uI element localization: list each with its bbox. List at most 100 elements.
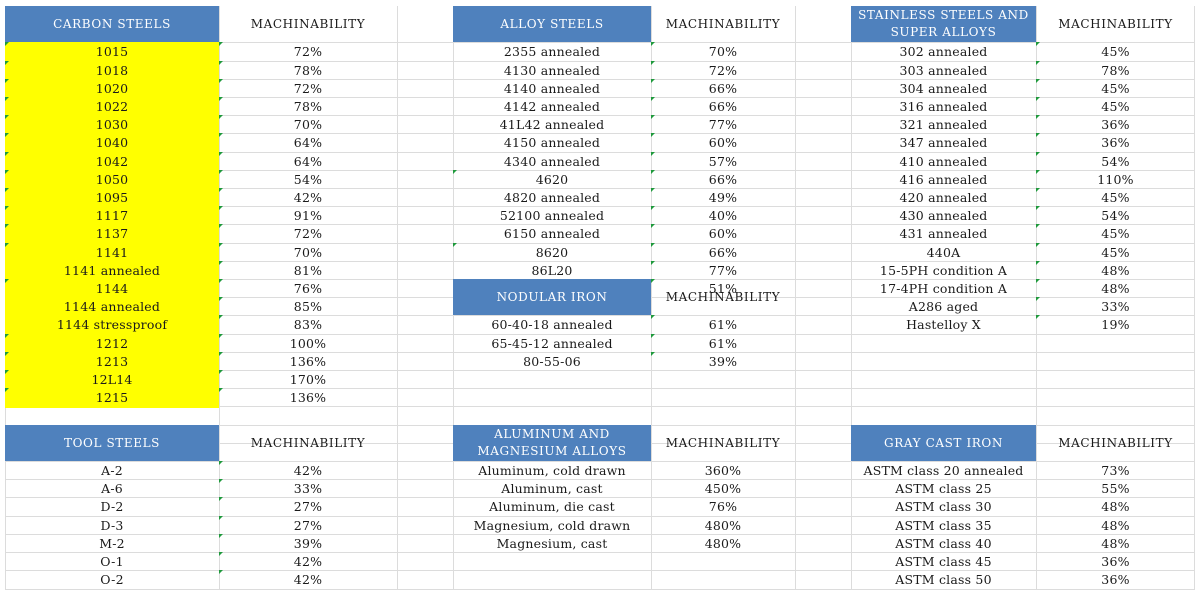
material-name-cell[interactable]: 1144 stressproof bbox=[5, 315, 219, 334]
material-name-cell[interactable]: 8620 bbox=[453, 243, 651, 261]
material-name-cell[interactable]: 6150 annealed bbox=[503, 226, 601, 241]
table-title[interactable]: TOOL STEELS bbox=[5, 425, 219, 461]
material-name-cell[interactable]: 302 annealed bbox=[899, 44, 988, 59]
material-name-cell[interactable]: 1137 bbox=[5, 224, 219, 243]
spreadsheet-grid[interactable]: CARBON STEELS MACHINABILITY 1015 72% 1018 78%… bbox=[5, 6, 1195, 590]
material-name-cell[interactable]: 304 annealed bbox=[899, 80, 988, 96]
material-name-cell[interactable]: 1022 bbox=[5, 97, 219, 115]
material-name-cell[interactable]: 80-55-06 bbox=[523, 353, 581, 369]
material-name-cell[interactable]: 4140 annealed bbox=[503, 80, 601, 96]
machinability-header[interactable]: MACHINABILITY bbox=[665, 17, 781, 31]
machinability-value-cell[interactable]: 36% bbox=[1101, 571, 1130, 587]
machinability-value-cell[interactable]: 48% bbox=[1101, 535, 1130, 551]
machinability-value-cell[interactable]: 78% bbox=[219, 97, 397, 115]
machinability-value-cell[interactable]: 36% bbox=[1101, 553, 1130, 569]
machinability-value-cell[interactable]: 45% bbox=[1036, 42, 1195, 61]
material-name-cell[interactable]: 1117 bbox=[5, 206, 219, 224]
machinability-value-cell[interactable]: 42% bbox=[219, 570, 397, 588]
machinability-value-cell[interactable]: 66% bbox=[651, 97, 795, 115]
machinability-value-cell[interactable]: 36% bbox=[1036, 133, 1195, 152]
machinability-value-cell[interactable]: 48% bbox=[1101, 517, 1130, 533]
machinability-value-cell[interactable]: 54% bbox=[219, 170, 397, 188]
machinability-value-cell[interactable]: 39% bbox=[651, 352, 795, 370]
material-name-cell[interactable]: 1141 bbox=[5, 243, 219, 261]
material-name-cell[interactable]: 60-40-18 annealed bbox=[491, 317, 613, 332]
material-name-cell[interactable]: 430 annealed bbox=[899, 207, 988, 223]
machinability-value-cell[interactable]: 45% bbox=[1036, 188, 1195, 206]
material-name-cell[interactable]: 1042 bbox=[5, 152, 219, 170]
material-name-cell[interactable]: Aluminum, cast bbox=[501, 480, 603, 496]
material-name-cell[interactable]: 321 annealed bbox=[899, 116, 988, 132]
machinability-value-cell[interactable]: 54% bbox=[1036, 206, 1195, 224]
machinability-value-cell[interactable]: 78% bbox=[1036, 61, 1195, 79]
material-name-cell[interactable]: 4142 annealed bbox=[503, 98, 601, 114]
machinability-value-cell[interactable]: 54% bbox=[1036, 152, 1195, 170]
material-name-cell[interactable]: ASTM class 35 bbox=[895, 517, 992, 533]
material-name-cell[interactable]: A-6 bbox=[101, 480, 123, 496]
machinability-value-cell[interactable]: 70% bbox=[651, 42, 795, 61]
table-title[interactable]: NODULAR IRON bbox=[453, 279, 651, 315]
material-name-cell[interactable]: 4820 annealed bbox=[503, 189, 601, 205]
machinability-value-cell[interactable]: 480% bbox=[704, 517, 742, 533]
material-name-cell[interactable]: 17-4PH condition A bbox=[879, 280, 1008, 296]
material-name-cell[interactable]: A286 aged bbox=[908, 298, 979, 314]
machinability-value-cell[interactable]: 27% bbox=[219, 516, 397, 534]
machinability-value-cell[interactable]: 64% bbox=[219, 133, 397, 152]
material-name-cell[interactable]: Hastelloy X bbox=[906, 317, 981, 332]
machinability-value-cell[interactable]: 60% bbox=[651, 133, 795, 152]
machinability-value-cell[interactable]: 19% bbox=[1036, 315, 1195, 334]
material-name-cell[interactable]: Aluminum, die cast bbox=[489, 499, 615, 514]
machinability-value-cell[interactable]: 360% bbox=[704, 462, 742, 478]
material-name-cell[interactable]: 12L14 bbox=[5, 370, 219, 388]
machinability-value-cell[interactable]: 33% bbox=[219, 479, 397, 497]
material-name-cell[interactable]: 347 annealed bbox=[899, 135, 988, 150]
material-name-cell[interactable]: ASTM class 30 bbox=[895, 499, 992, 514]
machinability-value-cell[interactable]: 72% bbox=[219, 42, 397, 61]
material-name-cell[interactable]: ASTM class 45 bbox=[895, 553, 992, 569]
material-name-cell[interactable]: ASTM class 25 bbox=[895, 480, 992, 496]
machinability-value-cell[interactable]: 48% bbox=[1101, 499, 1130, 514]
machinability-value-cell[interactable]: 57% bbox=[651, 152, 795, 170]
table-title[interactable]: ALLOY STEELS bbox=[453, 6, 651, 42]
material-name-cell[interactable]: 440A bbox=[926, 244, 961, 260]
machinability-value-cell[interactable]: 40% bbox=[651, 206, 795, 224]
machinability-value-cell[interactable]: 27% bbox=[219, 497, 397, 516]
machinability-value-cell[interactable]: 450% bbox=[704, 480, 742, 496]
machinability-value-cell[interactable]: 48% bbox=[1036, 279, 1195, 297]
machinability-value-cell[interactable]: 66% bbox=[651, 79, 795, 97]
machinability-value-cell[interactable]: 77% bbox=[651, 261, 795, 279]
machinability-header[interactable]: MACHINABILITY bbox=[665, 436, 781, 450]
material-name-cell[interactable]: 1213 bbox=[5, 352, 219, 370]
material-name-cell[interactable]: 416 annealed bbox=[899, 171, 988, 187]
material-name-cell[interactable]: 1050 bbox=[5, 170, 219, 188]
machinability-value-cell[interactable]: 45% bbox=[1036, 79, 1195, 97]
material-name-cell[interactable]: A-2 bbox=[101, 462, 123, 478]
table-title[interactable]: GRAY CAST IRON bbox=[851, 425, 1036, 461]
material-name-cell[interactable]: M-2 bbox=[99, 535, 125, 551]
machinability-value-cell[interactable]: 72% bbox=[219, 79, 397, 97]
machinability-value-cell[interactable]: 77% bbox=[651, 115, 795, 133]
material-name-cell[interactable]: 1095 bbox=[5, 188, 219, 206]
machinability-value-cell[interactable]: 42% bbox=[219, 461, 397, 479]
material-name-cell[interactable]: 2355 annealed bbox=[503, 44, 601, 59]
machinability-value-cell[interactable]: 91% bbox=[219, 206, 397, 224]
table-title[interactable]: ALUMINUM AND MAGNESIUM ALLOYS bbox=[453, 425, 651, 461]
material-name-cell[interactable]: 420 annealed bbox=[899, 189, 988, 205]
machinability-value-cell[interactable]: 72% bbox=[219, 224, 397, 243]
machinability-value-cell[interactable]: 76% bbox=[219, 279, 397, 297]
material-name-cell[interactable]: O-2 bbox=[100, 571, 124, 587]
machinability-value-cell[interactable]: 61% bbox=[651, 315, 795, 334]
table-title[interactable]: CARBON STEELS bbox=[5, 6, 219, 42]
material-name-cell[interactable]: ASTM class 50 bbox=[895, 571, 992, 587]
material-name-cell[interactable]: 316 annealed bbox=[899, 98, 988, 114]
machinability-value-cell[interactable]: 66% bbox=[651, 170, 795, 188]
material-name-cell[interactable]: 4340 annealed bbox=[503, 153, 601, 169]
material-name-cell[interactable]: O-1 bbox=[100, 553, 124, 569]
material-name-cell[interactable]: 1215 bbox=[5, 388, 219, 406]
machinability-header[interactable]: MACHINABILITY bbox=[250, 436, 366, 450]
machinability-value-cell[interactable]: 72% bbox=[651, 61, 795, 79]
material-name-cell[interactable]: 431 annealed bbox=[899, 226, 988, 241]
machinability-value-cell[interactable]: 45% bbox=[1036, 224, 1195, 243]
material-name-cell[interactable]: D-3 bbox=[100, 517, 124, 533]
material-name-cell[interactable]: Magnesium, cast bbox=[496, 535, 608, 551]
